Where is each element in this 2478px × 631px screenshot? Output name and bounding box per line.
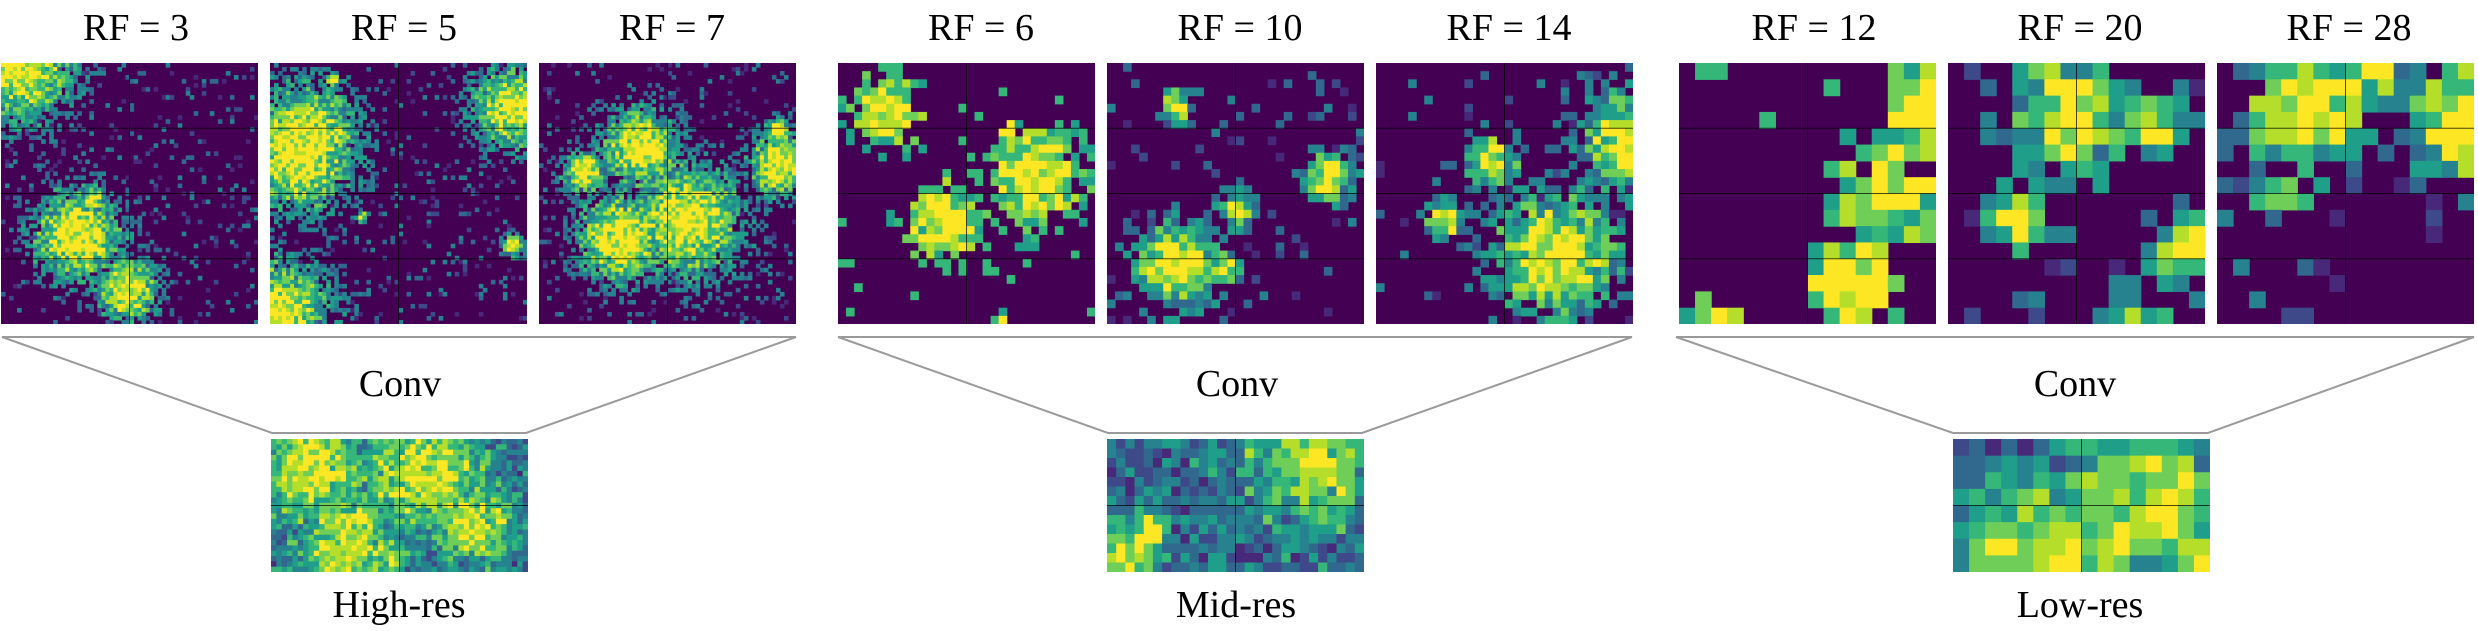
feature-map-high-rf5-texture	[270, 63, 527, 324]
feature-map-low-rf20-texture	[1948, 63, 2205, 324]
merged-map-low-res-texture	[1953, 439, 2210, 572]
feature-map-mid-rf6-texture	[838, 63, 1095, 324]
feature-map-high-rf7-texture	[539, 63, 796, 324]
feature-map-mid-rf14	[1376, 63, 1633, 324]
feature-map-mid-rf10-texture	[1107, 63, 1364, 324]
rf-label-low-1: RF = 12	[1751, 7, 1877, 49]
feature-map-mid-rf10	[1107, 63, 1364, 324]
funnel-low-res	[1675, 336, 2475, 434]
conv-label-high: Conv	[358, 363, 442, 405]
feature-map-low-rf12-texture	[1679, 63, 1936, 324]
merged-map-high-res-texture	[271, 439, 528, 572]
res-label-low: Low-res	[2016, 584, 2144, 626]
rf-label-mid-2: RF = 10	[1177, 7, 1303, 49]
rf-label-high-2: RF = 5	[351, 7, 457, 49]
rf-label-high-1: RF = 3	[83, 7, 189, 49]
feature-map-low-rf28	[2217, 63, 2474, 324]
feature-map-high-rf3	[1, 63, 258, 324]
rf-label-mid-1: RF = 6	[928, 7, 1034, 49]
feature-map-low-rf28-texture	[2217, 63, 2474, 324]
rf-label-low-2: RF = 20	[2017, 7, 2143, 49]
merged-map-high-res	[271, 439, 528, 572]
rf-label-mid-3: RF = 14	[1446, 7, 1572, 49]
res-label-high: High-res	[332, 584, 466, 626]
funnel-high-res	[1, 336, 797, 434]
feature-map-high-rf3-texture	[1, 63, 258, 324]
feature-map-low-rf20	[1948, 63, 2205, 324]
feature-map-mid-rf14-texture	[1376, 63, 1633, 324]
merged-map-mid-res-texture	[1107, 439, 1364, 572]
feature-map-high-rf5	[270, 63, 527, 324]
rf-label-high-3: RF = 7	[619, 7, 725, 49]
feature-map-high-rf7	[539, 63, 796, 324]
res-label-mid: Mid-res	[1175, 584, 1297, 626]
merged-map-low-res	[1953, 439, 2210, 572]
conv-label-mid: Conv	[1195, 363, 1279, 405]
conv-label-low: Conv	[2033, 363, 2117, 405]
rf-label-low-3: RF = 28	[2286, 7, 2412, 49]
feature-map-low-rf12	[1679, 63, 1936, 324]
funnel-mid-res	[837, 336, 1633, 434]
feature-map-mid-rf6	[838, 63, 1095, 324]
merged-map-mid-res	[1107, 439, 1364, 572]
